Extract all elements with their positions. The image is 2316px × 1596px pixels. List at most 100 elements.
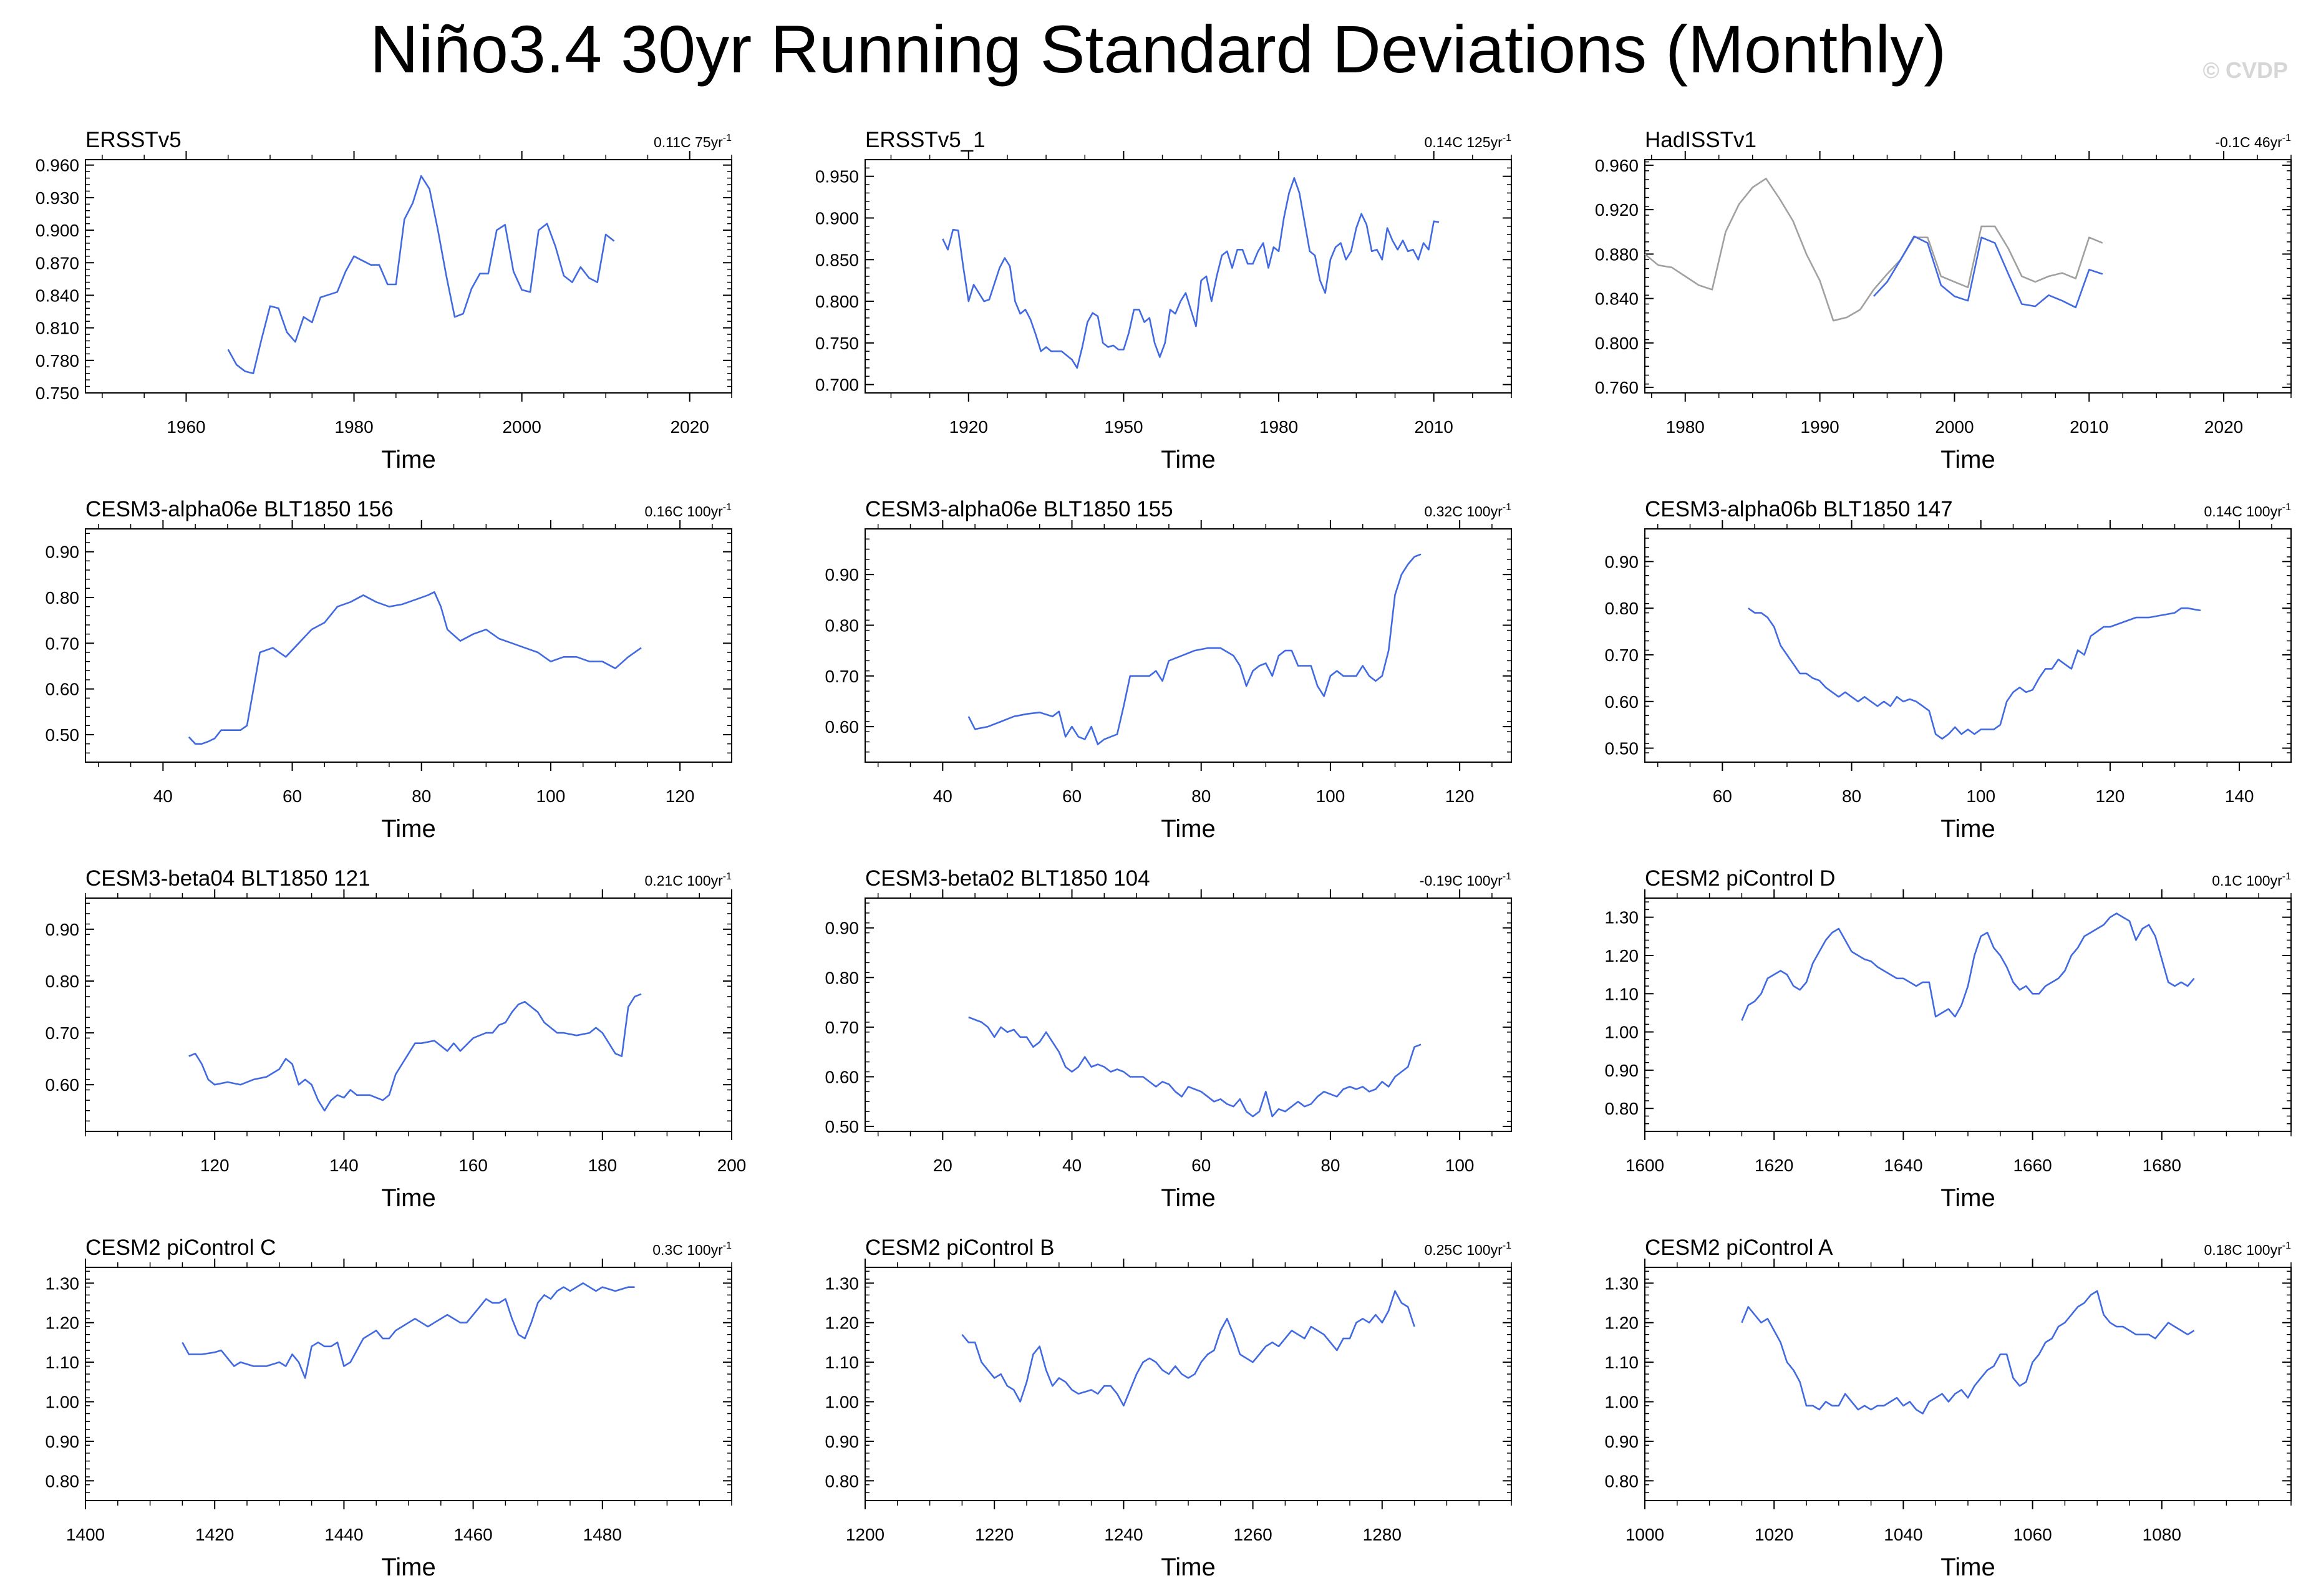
trend-value: 0.21C 100yr [644,873,723,889]
trend-label: 0.18C 100yr-1 [2204,1241,2291,1258]
trend-superscript: -1 [2282,871,2291,882]
series-line-1 [1741,1290,2195,1415]
y-tick-label: 1.10 [1605,1353,1639,1372]
plot-frame [85,897,732,1132]
x-tick-label: 120 [2096,786,2125,806]
trend-label: -0.19C 100yr-1 [1420,871,1511,889]
y-tick-label: 1.20 [1605,946,1639,965]
x-axis-label: Time [1940,1554,1995,1581]
trend-superscript: -1 [723,1241,732,1251]
panel-6: CESM3-alpha06b BLT1850 147 0.14C 100yr-1 0… [1605,497,2292,843]
trend-label: -0.1C 46yr-1 [2215,133,2291,150]
x-tick-label: 40 [933,786,952,806]
plot-frame [865,897,1512,1132]
series-line-1 [227,175,615,374]
x-axis-label: Time [1161,1184,1215,1212]
x-tick-label: 1200 [846,1525,884,1544]
x-tick-label: 140 [2225,786,2254,806]
x-tick-label: 100 [1316,786,1345,806]
y-tick-label: 0.800 [1595,334,1639,353]
x-axis-label: Time [381,446,435,473]
trend-label: 0.11C 75yr-1 [654,133,732,150]
plot-frame [865,159,1512,394]
x-tick-label: 1000 [1626,1525,1664,1544]
x-tick-label: 80 [1191,786,1211,806]
x-tick-label: 1980 [1666,417,1705,437]
y-tick-label: 1.20 [46,1313,80,1333]
trend-label: 0.3C 100yr-1 [652,1241,732,1258]
y-tick-label: 0.840 [36,286,79,305]
x-axis-label: Time [1940,815,1995,843]
y-tick-label: 0.930 [36,188,79,208]
x-tick-label: 60 [283,786,302,806]
y-tick-label: 0.70 [46,1023,80,1043]
x-tick-label: 100 [536,786,566,806]
y-tick-label: 0.900 [815,209,859,228]
series-line-1 [182,1282,635,1379]
trend-superscript: -1 [1503,133,1511,143]
y-tick-label: 0.60 [1605,692,1639,712]
plot-frame [85,528,732,763]
x-tick-label: 80 [1842,786,1861,806]
trend-value: 0.11C 75yr [654,134,723,150]
x-tick-label: 1080 [2143,1525,2181,1544]
x-tick-label: 120 [200,1156,230,1175]
y-tick-label: 0.700 [815,375,859,395]
panel-3: HadISSTv1 -0.1C 46yr-1 0.760 0.800 0.840 0.88… [1595,128,2292,473]
y-tick-label: 0.50 [46,725,80,745]
trend-superscript: -1 [723,502,732,513]
series-line-1 [968,1016,1422,1118]
y-tick-label: 1.30 [46,1274,80,1293]
x-tick-label: 2020 [671,417,709,437]
trend-superscript: -1 [2282,1241,2291,1251]
x-tick-label: 1920 [949,417,988,437]
plot-frame [1644,897,2292,1132]
trend-superscript: -1 [723,133,732,143]
x-tick-label: 1220 [975,1525,1014,1544]
cvdp-watermark: © CVDP [2202,57,2288,83]
x-tick-label: 1980 [334,417,373,437]
trend-superscript: -1 [1503,502,1511,513]
trend-label: 0.14C 100yr-1 [2204,502,2291,520]
x-tick-label: 80 [412,786,431,806]
x-tick-label: 1020 [1755,1525,1793,1544]
x-tick-label: 40 [1062,1156,1082,1175]
trend-label: 0.32C 100yr-1 [1424,502,1511,520]
x-axis-label: Time [1161,815,1215,843]
main-title: Niño3.4 30yr Running Standard Deviations… [369,11,1947,87]
x-tick-label: 40 [153,786,173,806]
series-line-1 [188,591,642,745]
y-tick-label: 0.90 [825,919,860,938]
plot-frame [865,528,1512,763]
x-axis-label: Time [1940,1184,1995,1212]
x-tick-label: 1990 [1800,417,1839,437]
trend-superscript: -1 [723,871,732,882]
y-tick-label: 0.60 [46,680,80,699]
panel-12: CESM2 piControl A 0.18C 100yr-1 0.80 0.90 1.… [1605,1236,2292,1581]
x-tick-label: 180 [588,1156,617,1175]
panel-title: CESM3-beta02 BLT1850 104 [865,866,1150,891]
y-tick-label: 1.10 [825,1353,860,1372]
y-tick-label: 0.800 [815,292,859,311]
panel-title: CESM3-alpha06b BLT1850 147 [1645,497,1953,521]
plot-frame [85,1267,732,1501]
y-tick-label: 0.70 [1605,646,1639,665]
x-tick-label: 120 [1445,786,1475,806]
y-tick-label: 1.30 [825,1274,860,1293]
y-tick-label: 0.850 [815,250,859,269]
panel-1: ERSSTv5 0.11C 75yr-1 0.750 0.780 0.810 0.840 0… [36,128,732,473]
y-tick-label: 0.750 [36,384,79,403]
trend-label: 0.25C 100yr-1 [1424,1241,1511,1258]
series-line-1 [1748,607,2201,740]
y-tick-label: 0.70 [46,634,80,653]
panel-7: CESM3-beta04 BLT1850 121 0.21C 100yr-1 0.6… [46,866,747,1212]
trend-label: 0.21C 100yr-1 [644,871,732,889]
panel-title: CESM3-beta04 BLT1850 121 [85,866,371,891]
series-line-1 [188,993,642,1112]
panel-title: CESM2 piControl B [865,1236,1054,1260]
x-tick-label: 1640 [1884,1156,1922,1175]
y-tick-label: 1.20 [1605,1313,1639,1333]
x-tick-label: 60 [1191,1156,1211,1175]
x-tick-label: 1440 [324,1525,363,1544]
y-tick-label: 1.10 [1605,984,1639,1004]
